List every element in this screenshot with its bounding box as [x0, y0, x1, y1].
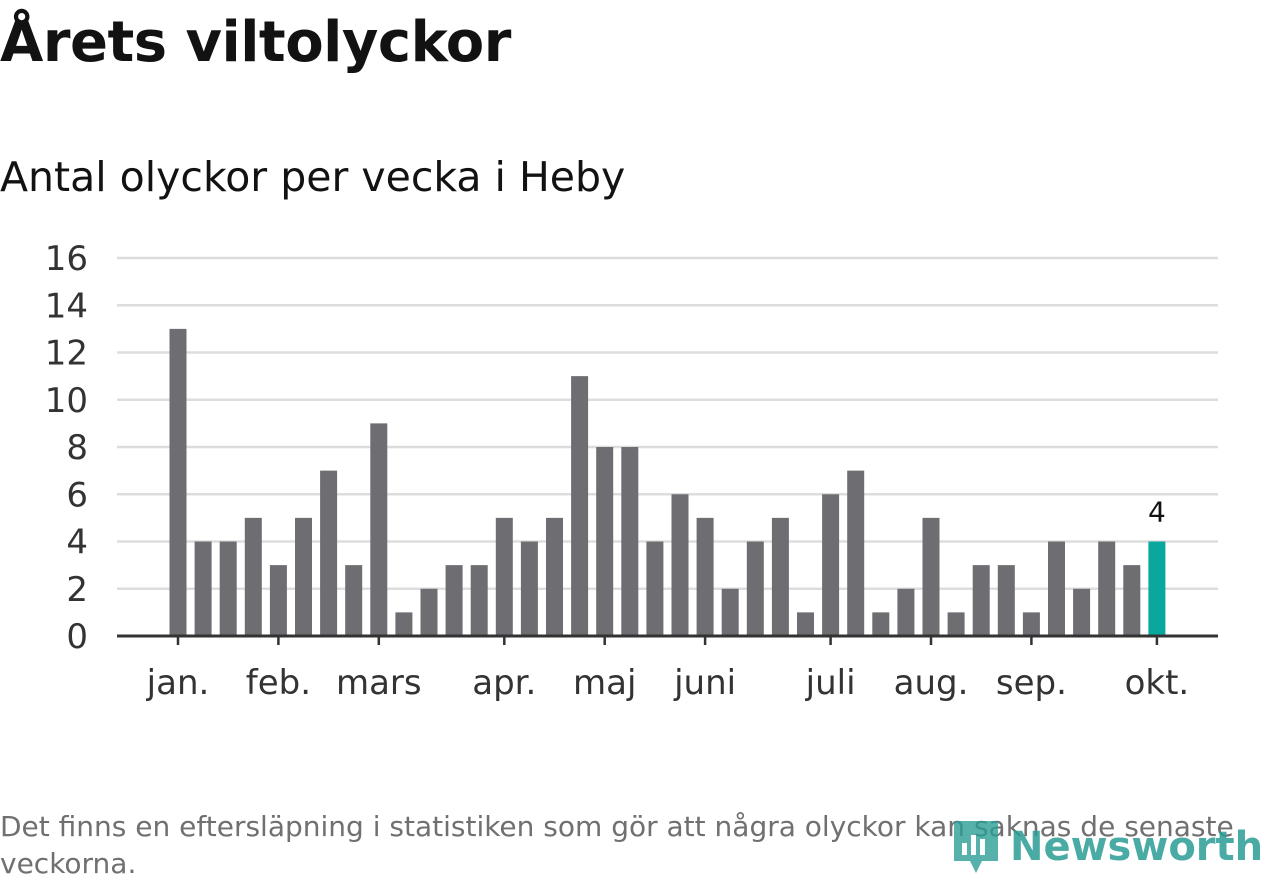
y-tick-label: 14: [45, 286, 88, 326]
x-tick-label: apr.: [472, 663, 536, 703]
bar: [897, 588, 915, 636]
bar: [721, 588, 739, 636]
chart-title: Årets viltolyckor: [0, 10, 511, 75]
bar: [495, 517, 513, 636]
bar-highlight: [1148, 541, 1166, 636]
bar: [671, 494, 689, 636]
bar: [822, 494, 840, 636]
bar: [696, 517, 714, 636]
bar: [797, 612, 814, 636]
bar-chart: 4 0 2 4 6 8 10 12 14 16 jan. feb. mars apr. maj juni ju…: [45, 239, 1218, 703]
x-tick-label: maj: [573, 663, 636, 703]
y-tick-label: 4: [66, 523, 88, 563]
bar: [746, 541, 764, 636]
bar: [244, 517, 262, 636]
bar: [997, 565, 1015, 636]
y-tick-label: 12: [45, 334, 88, 374]
y-tick-label: 6: [66, 475, 88, 515]
bar: [345, 565, 363, 636]
bar: [395, 612, 413, 636]
newsworthy-logo-icon: [954, 821, 998, 873]
bar: [194, 541, 212, 636]
bar: [470, 565, 488, 636]
x-tick-label: aug.: [894, 663, 969, 703]
bar: [1022, 612, 1040, 636]
bar: [847, 470, 865, 636]
x-tick-label: okt.: [1125, 663, 1190, 703]
x-tick-label: juni: [673, 663, 736, 703]
x-tick-label: jan.: [146, 663, 210, 703]
x-tick-label: sep.: [996, 663, 1067, 703]
bar: [596, 447, 614, 636]
bar: [872, 612, 890, 636]
bar: [370, 423, 388, 636]
bar: [320, 470, 338, 636]
bar: [445, 565, 463, 636]
bar: [1123, 565, 1141, 636]
bar: [269, 565, 287, 636]
bar: [646, 541, 664, 636]
x-tick-label: feb.: [246, 663, 311, 703]
bar: [546, 517, 563, 636]
bar: [420, 588, 438, 636]
axes: 0 2 4 6 8 10 12 14 16 jan. feb. mars apr. maj juni juli…: [45, 239, 1218, 703]
bar-value-label: 4: [1148, 496, 1166, 529]
bar: [947, 612, 965, 636]
brand-name: Newsworthy: [1010, 824, 1262, 870]
gridlines: [117, 256, 1218, 590]
y-tick-label: 2: [66, 570, 88, 610]
bar: [922, 517, 940, 636]
footnote: Det finns en eftersläpning i statistiken…: [0, 810, 1234, 880]
bar: [621, 447, 639, 636]
y-tick-label: 16: [45, 239, 88, 279]
bar: [571, 376, 589, 636]
bar: [219, 541, 237, 636]
bar: [520, 541, 538, 636]
bar: [169, 328, 187, 636]
bar: [295, 517, 312, 636]
bars: 4: [169, 328, 1166, 636]
bar: [1073, 588, 1091, 636]
x-tick-label: mars: [336, 663, 422, 703]
y-tick-label: 8: [66, 428, 88, 468]
bar: [972, 565, 990, 636]
x-tick-label: juli: [805, 663, 856, 703]
bar: [771, 517, 789, 636]
brand-logo: Newsworthy: [950, 817, 1262, 877]
y-tick-label: 0: [66, 617, 88, 657]
bar: [1098, 541, 1116, 636]
y-tick-label: 10: [45, 381, 88, 421]
bar: [1048, 541, 1065, 636]
chart-subtitle: Antal olyckor per vecka i Heby: [0, 153, 626, 201]
